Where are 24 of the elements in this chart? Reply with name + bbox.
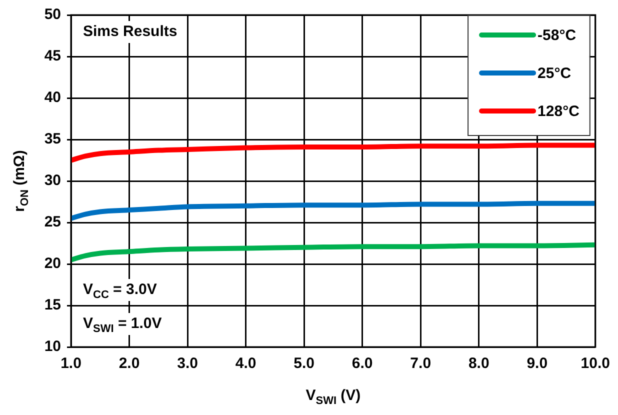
x-tick-label: 6.0 [352, 355, 373, 372]
x-tick-label: 2.0 [118, 355, 140, 372]
annotation: Sims Results [83, 23, 178, 40]
y-tick-label: 10 [44, 338, 61, 356]
x-tick-label: 5.0 [294, 355, 314, 372]
x-tick-label: 10.0 [580, 355, 610, 372]
legend-label: 25°C [538, 65, 572, 82]
y-tick-label: 45 [44, 48, 61, 65]
legend-label: -58°C [538, 27, 576, 44]
y-tick-label: 20 [44, 255, 61, 272]
x-tick-label: 4.0 [235, 355, 256, 372]
x-tick-label: 8.0 [468, 355, 490, 372]
y-tick-label: 25 [44, 214, 61, 231]
y-tick-label: 40 [44, 89, 61, 106]
y-tick-label: 15 [44, 296, 61, 314]
y-tick-label: 35 [44, 130, 61, 148]
y-tick-label: 30 [44, 172, 61, 190]
legend-label: 128°C [538, 103, 580, 120]
x-tick-label: 9.0 [526, 355, 548, 372]
y-axis-title: rON (mΩ) [11, 150, 32, 212]
x-tick-label: 7.0 [410, 355, 432, 372]
x-tick-label: 3.0 [177, 355, 198, 372]
y-tick-label: 50 [44, 6, 61, 24]
x-tick-label: 1.0 [60, 355, 82, 372]
